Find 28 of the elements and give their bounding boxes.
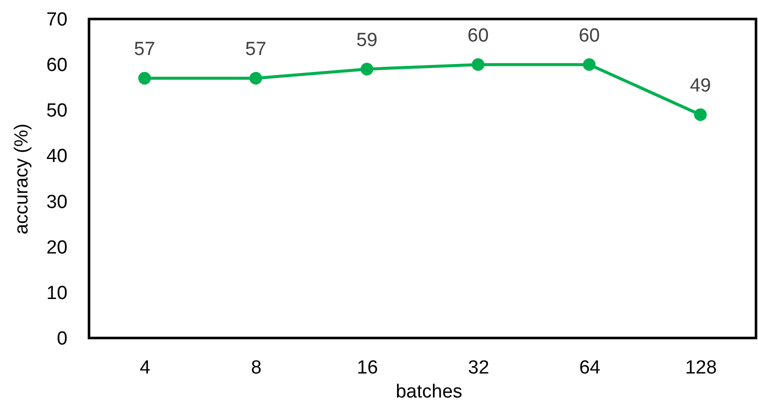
y-tick-label: 10 bbox=[46, 282, 68, 304]
data-label: 57 bbox=[245, 39, 266, 60]
data-label: 59 bbox=[356, 30, 378, 52]
x-tick-label: 8 bbox=[250, 358, 262, 378]
y-tick-label: 70 bbox=[46, 10, 68, 30]
x-tick-label: 32 bbox=[468, 358, 490, 378]
x-tick-label: 128 bbox=[685, 358, 717, 378]
y-axis-title: accuracy (%) bbox=[11, 124, 32, 234]
y-tick-label: 60 bbox=[46, 55, 68, 76]
y-tick-label: 0 bbox=[56, 328, 68, 350]
y-tick-label: 30 bbox=[46, 192, 68, 213]
point bbox=[582, 58, 596, 71]
y-tick-label: 20 bbox=[46, 237, 68, 258]
point bbox=[138, 72, 151, 85]
point bbox=[360, 62, 374, 76]
point bbox=[249, 72, 262, 85]
y-tick-label: 40 bbox=[46, 146, 68, 168]
x-axis-title: batches bbox=[396, 382, 462, 402]
x-tick-label: 64 bbox=[579, 358, 601, 378]
x-tick-label: 16 bbox=[356, 358, 378, 378]
data-label: 57 bbox=[134, 39, 156, 60]
data-label: 60 bbox=[578, 26, 600, 47]
data-label: 49 bbox=[690, 76, 711, 97]
data-label: 60 bbox=[468, 26, 489, 47]
point bbox=[472, 58, 484, 71]
x-tick-label: 4 bbox=[140, 358, 151, 378]
y-tick-label: 50 bbox=[46, 100, 68, 122]
point bbox=[694, 108, 707, 122]
